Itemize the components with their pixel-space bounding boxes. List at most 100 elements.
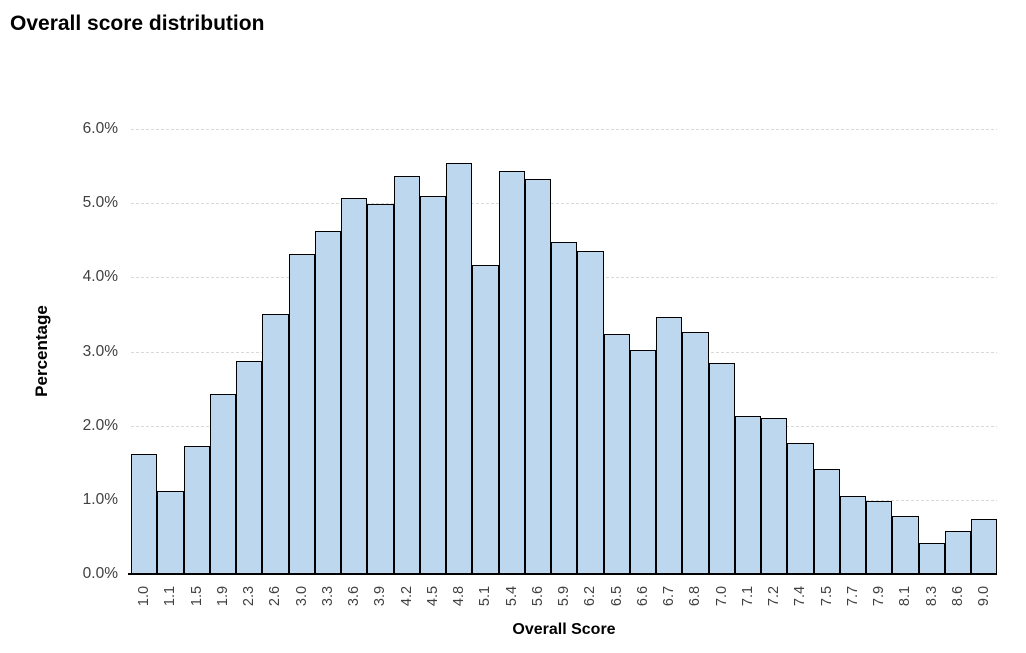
bar — [419, 195, 446, 574]
bar-slot — [288, 129, 315, 574]
bar-slot — [472, 129, 499, 574]
x-tick-label: 1.5 — [188, 585, 205, 607]
bars-row — [131, 129, 998, 574]
y-tick-label: 1.0% — [82, 490, 118, 508]
x-tick-label: 7.2 — [766, 585, 783, 607]
bar-slot — [367, 129, 394, 574]
bar-slot — [734, 129, 761, 574]
plot-area — [128, 129, 998, 575]
bar-slot — [341, 129, 368, 574]
bar-slot — [262, 129, 289, 574]
x-tick-label: 6.8 — [687, 585, 704, 607]
bar — [813, 468, 840, 574]
x-tick-label: 7.1 — [739, 585, 756, 607]
x-tick-label: 8.3 — [923, 585, 940, 607]
bar — [262, 314, 289, 574]
bar-slot — [551, 129, 578, 574]
bar-slot — [708, 129, 735, 574]
bar — [866, 501, 893, 574]
bar — [656, 317, 683, 574]
bar — [524, 178, 551, 574]
x-tick-label: 4.5 — [424, 585, 441, 607]
bar — [971, 519, 998, 574]
bar-slot — [944, 129, 971, 574]
bar-slot — [971, 129, 998, 574]
bar-slot — [209, 129, 236, 574]
bar — [393, 176, 420, 574]
bar-slot — [682, 129, 709, 574]
gridline — [131, 203, 997, 205]
x-tick-label: 4.8 — [451, 585, 468, 607]
bar-slot — [236, 129, 263, 574]
x-tick-label: 4.2 — [398, 585, 415, 607]
bar — [498, 170, 525, 574]
bar-slot — [866, 129, 893, 574]
bar — [183, 445, 210, 574]
bar-slot — [446, 129, 473, 574]
x-tick-label: 7.9 — [871, 585, 888, 607]
bar — [734, 416, 761, 574]
x-tick-label: 3.6 — [346, 585, 363, 607]
bar — [314, 230, 341, 574]
y-tick-label: 3.0% — [82, 342, 118, 360]
bar-slot — [839, 129, 866, 574]
bar-slot — [918, 129, 945, 574]
bar — [761, 418, 788, 574]
x-tick-label: 3.0 — [293, 585, 310, 607]
bar — [944, 530, 971, 574]
bar — [209, 393, 236, 574]
gridline — [131, 129, 997, 130]
x-tick-label: 9.0 — [976, 585, 993, 607]
x-tick-label: 7.7 — [844, 585, 861, 607]
x-tick-label: 3.3 — [319, 585, 336, 607]
x-tick-label: 5.4 — [503, 585, 520, 607]
bar — [839, 496, 866, 574]
bar-slot — [603, 129, 630, 574]
bar-slot — [157, 129, 184, 574]
bar — [892, 516, 919, 574]
x-tick-label: 6.6 — [634, 585, 651, 607]
x-tick-label: 8.6 — [949, 585, 966, 607]
x-axis-line — [128, 573, 997, 575]
x-tick-label: 8.1 — [897, 585, 914, 607]
x-tick-label: 1.9 — [214, 585, 231, 607]
bar — [341, 197, 368, 574]
bar — [918, 542, 945, 574]
chart-title: Overall score distribution — [10, 12, 265, 35]
bar-slot — [629, 129, 656, 574]
x-tick-label: 1.1 — [162, 585, 179, 607]
bar-slot — [577, 129, 604, 574]
bar — [629, 350, 656, 574]
bar-slot — [813, 129, 840, 574]
bar — [131, 453, 158, 574]
x-tick-label: 6.7 — [661, 585, 678, 607]
x-tick-label: 6.5 — [608, 585, 625, 607]
bar — [708, 362, 735, 574]
y-tick-label: 4.0% — [82, 268, 118, 286]
bar — [603, 334, 630, 574]
bar — [787, 442, 814, 574]
y-tick-label: 0.0% — [82, 565, 118, 582]
bar — [446, 163, 473, 574]
bar-slot — [498, 129, 525, 574]
bar-slot — [787, 129, 814, 574]
x-tick-label: 1.0 — [136, 585, 153, 607]
x-tick-label: 6.2 — [582, 585, 599, 607]
bar — [682, 332, 709, 574]
bar-slot — [393, 129, 420, 574]
x-axis-title: Overall Score — [512, 621, 616, 638]
y-tick-label: 5.0% — [82, 194, 118, 212]
x-axis-tick-labels: 1.0 1.1 1.5 1.9 2.3 2.6 3.0 3.3 3.6 3.9 4.2 4.5 4.8 5… — [131, 576, 997, 616]
x-tick-label: 5.6 — [529, 585, 546, 607]
bar — [236, 361, 263, 574]
bar — [551, 241, 578, 574]
x-tick-label: 5.1 — [477, 585, 494, 607]
bar-slot — [131, 129, 158, 574]
x-tick-label: 3.9 — [372, 585, 389, 607]
bar-slot — [314, 129, 341, 574]
bar-slot — [524, 129, 551, 574]
x-tick-label: 7.4 — [792, 585, 809, 607]
bar-slot — [183, 129, 210, 574]
x-tick-label: 2.3 — [241, 585, 258, 607]
